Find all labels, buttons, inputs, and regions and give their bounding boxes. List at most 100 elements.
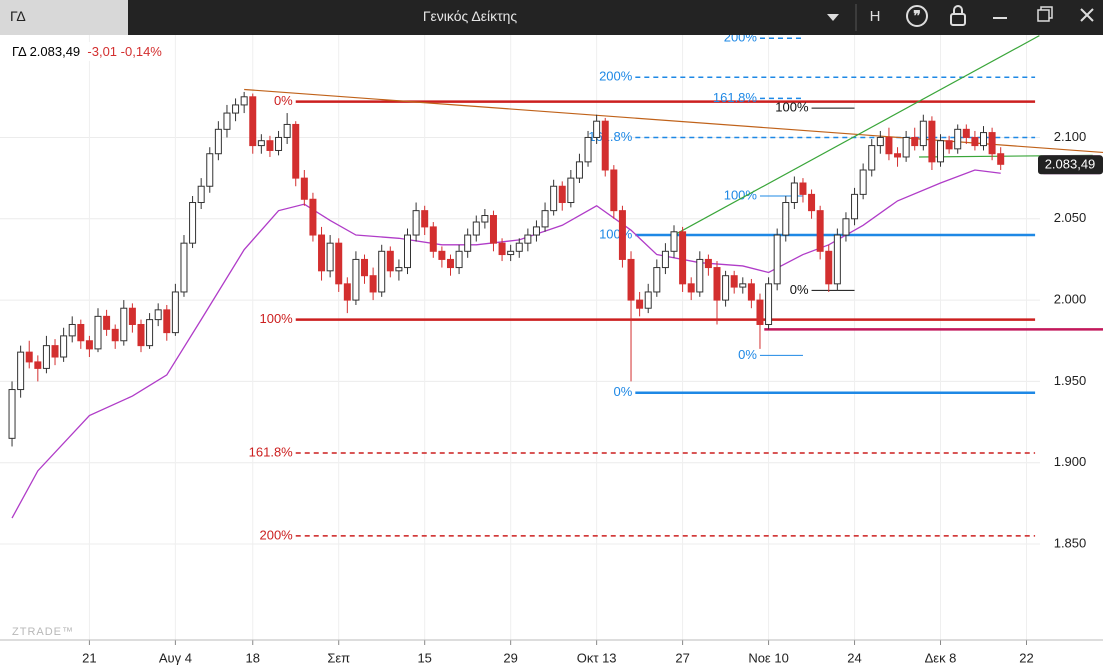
candle-body	[808, 193, 816, 212]
restore-button[interactable]	[1037, 9, 1050, 22]
x-tick-label: 27	[675, 650, 689, 665]
candle-body	[765, 283, 773, 325]
restore-shadow	[1040, 6, 1053, 19]
candle-body	[446, 258, 454, 269]
candle-body	[567, 177, 575, 204]
candle-body	[696, 258, 704, 293]
candle-body	[687, 283, 695, 293]
language-button[interactable]: Η	[870, 8, 881, 25]
candle-body	[928, 120, 936, 163]
dropdown-icon[interactable]	[827, 14, 839, 21]
fib-label: 100%	[775, 100, 809, 115]
candle-body	[180, 242, 188, 293]
candle-body	[481, 215, 489, 223]
fib-label: 0%	[790, 282, 809, 297]
candle-body	[911, 136, 919, 147]
candle-body	[146, 319, 154, 347]
candle-body	[558, 185, 566, 204]
candle-body	[326, 242, 334, 272]
axes: 2.100 2.050 2.000 1.950 1.900 1.850 21 Αυγ 4 18 Σ…	[0, 129, 1103, 665]
candle-body	[60, 335, 68, 358]
x-tick-label: Οκτ 13	[577, 650, 617, 665]
candle-body	[515, 242, 523, 252]
window-title: Γενικός Δείκτης	[422, 8, 518, 24]
candle-body	[120, 307, 128, 342]
info-change: -3,01	[87, 44, 118, 59]
watermark: ZTRADE™	[12, 626, 74, 638]
candle-body	[610, 169, 618, 212]
candle-body	[77, 323, 85, 342]
fib-label: 161.8%	[713, 90, 758, 105]
candle-body	[988, 132, 996, 155]
quote-icon[interactable]	[906, 5, 928, 27]
candle-body	[240, 96, 248, 106]
candle-body	[601, 120, 609, 171]
candle-body	[455, 250, 463, 269]
candle-body	[128, 307, 136, 325]
fib-label: 0%	[614, 384, 633, 399]
candle-body	[34, 361, 42, 369]
candle-body	[232, 104, 240, 114]
candle-body	[833, 234, 841, 285]
last-price-box	[1038, 155, 1103, 175]
info-symbol: ΓΔ	[12, 44, 26, 59]
candle-body	[894, 153, 902, 158]
candle-body	[722, 275, 730, 301]
candle-body	[249, 96, 257, 147]
candle-body	[42, 345, 50, 369]
symbol-tab[interactable]: ΓΔ	[0, 0, 128, 35]
candle-body	[300, 177, 308, 200]
candle-body	[670, 231, 678, 252]
fib-label: 200%	[724, 30, 758, 45]
close-button[interactable]	[1080, 8, 1094, 22]
candle-body	[189, 202, 197, 244]
y-tick-label: 1.900	[1054, 454, 1087, 469]
y-tick-label: 2.000	[1054, 292, 1087, 307]
moving-average	[11, 169, 1001, 519]
candle-body	[85, 340, 93, 350]
candle-body	[352, 258, 360, 301]
candle-body	[636, 299, 644, 309]
candle-body	[644, 291, 652, 309]
y-tick-label: 2.100	[1054, 129, 1087, 144]
candle-body	[799, 182, 807, 195]
candle-body	[842, 218, 850, 236]
title-bar: ΓΔ Γενικός Δείκτης Η ❞	[0, 0, 1103, 35]
candle-body	[782, 202, 790, 236]
candle-body	[361, 258, 369, 277]
candle-body	[661, 250, 669, 269]
candle-body	[627, 258, 635, 301]
candle-body	[309, 198, 317, 236]
candle-body	[962, 128, 970, 138]
candle-body	[292, 123, 300, 179]
candle-body	[859, 169, 867, 195]
candle-body	[8, 389, 16, 439]
x-tick-label: 21	[82, 650, 96, 665]
y-tick-label: 2.050	[1054, 210, 1087, 225]
candle-body	[68, 323, 76, 337]
candle-body	[550, 185, 558, 212]
candle-body	[395, 267, 403, 272]
candle-body	[997, 153, 1005, 165]
candle-body	[489, 215, 497, 244]
candle-body	[214, 128, 222, 155]
candle-body	[584, 136, 592, 163]
x-tick-label: Αυγ 4	[159, 650, 192, 665]
candle-body	[980, 132, 988, 147]
candle-body	[507, 250, 515, 256]
last-price-label: 2.083,49	[1045, 157, 1096, 172]
x-tick-label: Σεπ	[327, 650, 350, 665]
candle-body	[851, 193, 859, 220]
candle-body	[421, 210, 429, 228]
candle-body	[163, 309, 171, 334]
candle-body	[429, 226, 437, 252]
x-tick-label: Δεκ 8	[925, 650, 957, 665]
lock-icon[interactable]	[950, 13, 966, 26]
candle-body	[747, 283, 755, 301]
candle-body	[593, 120, 601, 138]
candle-body	[704, 258, 712, 269]
candle-body	[369, 275, 377, 293]
candle-body	[464, 234, 472, 252]
fib-label: 100%	[724, 187, 758, 202]
candle-body	[335, 242, 343, 285]
